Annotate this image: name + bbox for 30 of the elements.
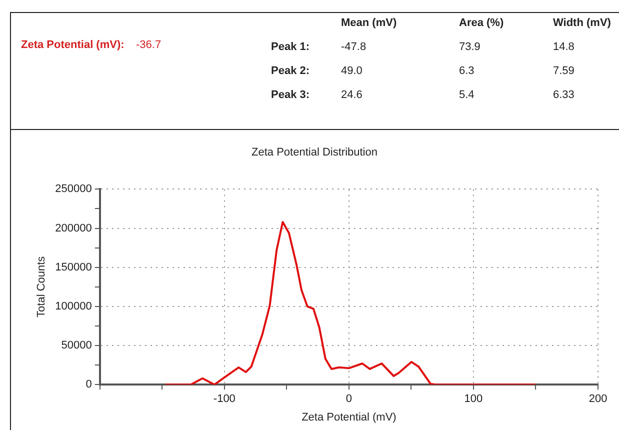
text: -47.8: [341, 41, 366, 53]
x-tick-label: 0: [346, 393, 352, 406]
y-tick-label: 150000: [55, 261, 92, 274]
text: Peak 2:: [271, 65, 310, 77]
x-axis-title: Zeta Potential (mV): [302, 411, 396, 424]
y-tick-label: 250000: [55, 183, 92, 196]
x-tick-label: 100: [464, 393, 483, 406]
x-tick-label: 200: [588, 393, 608, 406]
y-tick-label: 0: [86, 378, 92, 391]
text: 7.59: [553, 65, 574, 77]
text: Width (mV): [553, 17, 611, 29]
text: Peak 1:: [271, 41, 310, 53]
text: 6.3: [459, 65, 474, 77]
text: 73.9: [459, 41, 480, 53]
text: 49.0: [341, 65, 362, 77]
text: Zeta Potential (mV):: [21, 39, 124, 51]
text: 6.33: [553, 89, 574, 101]
text: 14.8: [553, 41, 574, 53]
y-tick-label: 100000: [55, 300, 92, 312]
text: 5.4: [459, 89, 474, 101]
text: Area (%): [459, 17, 504, 29]
y-tick-label: 200000: [55, 222, 92, 234]
y-axis-title: Total Counts: [36, 256, 48, 318]
text: Peak 3:: [271, 89, 310, 101]
y-tick-label: 50000: [61, 340, 92, 352]
text: -36.7: [136, 39, 162, 51]
text: 24.6: [341, 89, 362, 101]
chart-title: Zeta Potential Distribution: [252, 146, 378, 159]
text: Mean (mV): [341, 17, 397, 29]
x-tick-label: -100: [213, 393, 236, 406]
